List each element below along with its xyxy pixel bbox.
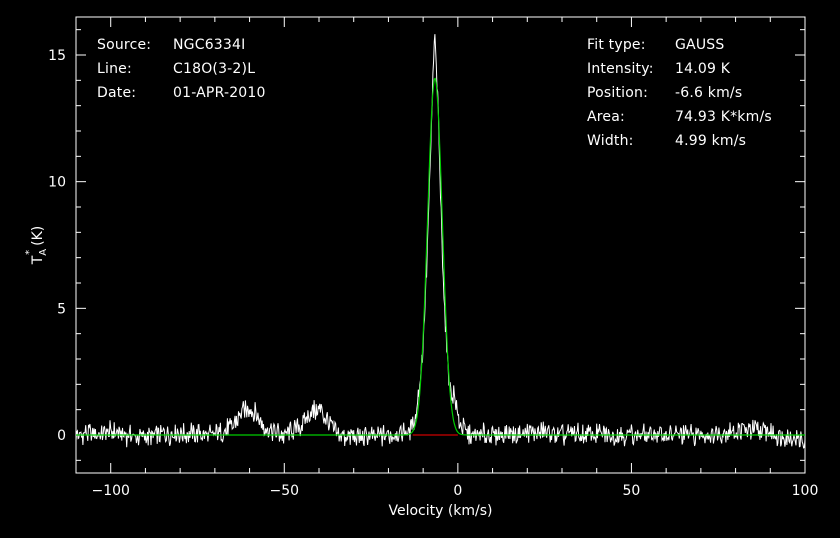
source-info-key: Line:: [97, 61, 132, 77]
y-tick-label: 0: [57, 428, 66, 444]
source-info-key: Date:: [97, 85, 137, 101]
source-info-row: Date: 01-APR-2010: [97, 81, 266, 105]
fit-info-value: 74.93 K*km/s: [675, 109, 772, 125]
source-info-row: Line: C18O(3-2)L: [97, 57, 266, 81]
y-tick-label: 15: [48, 48, 66, 64]
axis-ticks: [75, 17, 806, 473]
source-info-block: Source: NGC6334I Line: C18O(3-2)L Date: 01-AP…: [97, 33, 266, 105]
source-info-key: Source:: [97, 37, 152, 53]
x-tick-label: −100: [91, 483, 129, 499]
fit-info-value: GAUSS: [675, 37, 725, 53]
svg-text:TA*(K): TA*(K): [24, 226, 49, 266]
source-info-value: 01-APR-2010: [173, 85, 266, 101]
fit-info-row: Fit type: GAUSS: [587, 33, 772, 57]
fit-info-key: Fit type:: [587, 37, 646, 53]
gauss-fit-line: [76, 77, 805, 436]
source-info-row: Source: NGC6334I: [97, 33, 266, 57]
fit-info-key: Position:: [587, 85, 649, 101]
x-tick-label: 0: [453, 483, 462, 499]
fit-info-block: Fit type: GAUSS Intensity: 14.09 K Position:…: [587, 33, 772, 153]
y-axis-label: TA*(K): [24, 226, 49, 266]
axis-tick-labels: −100 −50 0 50 100 0 5 10 15: [48, 48, 818, 499]
source-info-value: C18O(3-2)L: [173, 61, 256, 77]
fit-info-row: Width: 4.99 km/s: [587, 129, 772, 153]
plot-frame: [75, 16, 806, 474]
y-tick-label: 10: [48, 175, 66, 191]
spectrum-line: [75, 34, 806, 449]
y-tick-label: 5: [57, 301, 66, 317]
x-axis-label: Velocity (km/s): [388, 503, 492, 519]
fit-info-row: Area: 74.93 K*km/s: [587, 105, 772, 129]
fit-info-value: 14.09 K: [675, 61, 731, 77]
fit-info-row: Intensity: 14.09 K: [587, 57, 772, 81]
x-tick-label: −50: [270, 483, 300, 499]
fit-info-key: Intensity:: [587, 61, 654, 77]
series-layer: [75, 34, 806, 449]
source-info-value: NGC6334I: [173, 37, 246, 53]
fit-info-key: Area:: [587, 109, 625, 125]
fit-info-value: 4.99 km/s: [675, 133, 747, 149]
x-tick-label: 100: [792, 483, 819, 499]
x-tick-label: 50: [623, 483, 641, 499]
fit-info-value: -6.6 km/s: [675, 85, 743, 101]
fit-info-row: Position: -6.6 km/s: [587, 81, 772, 105]
fit-info-key: Width:: [587, 133, 634, 149]
